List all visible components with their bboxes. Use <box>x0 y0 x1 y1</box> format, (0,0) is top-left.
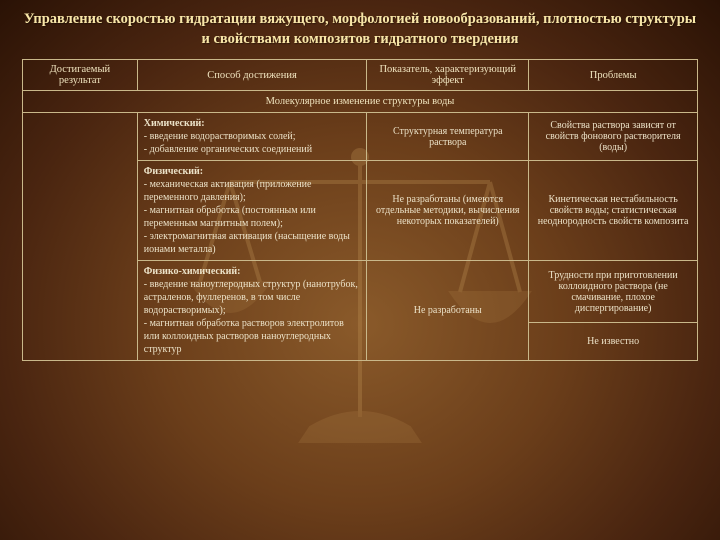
problems-cell: Свойства раствора зависят от свойств фон… <box>529 113 698 161</box>
indicator-cell: Не разработаны (имеются отдельные методи… <box>367 161 529 261</box>
problems-cell: Не известно <box>529 323 698 361</box>
section-label: Молекулярное изменение структуры воды <box>23 91 698 113</box>
col-indicator: Показатель, характеризующий эффект <box>367 60 529 91</box>
col-problems: Проблемы <box>529 60 698 91</box>
section-row: Молекулярное изменение структуры воды <box>23 91 698 113</box>
col-method: Способ достижения <box>137 60 367 91</box>
indicator-cell: Не разработаны <box>367 261 529 361</box>
method-body: - введение наноуглеродных структур (нано… <box>144 279 358 355</box>
methods-table: Достигаемый результат Способ достижения … <box>22 59 698 361</box>
method-body: - механическая активация (приложение пер… <box>144 179 350 255</box>
result-cell <box>23 113 138 361</box>
slide-content: Управление скоростью гидратации вяжущего… <box>0 0 720 361</box>
col-result: Достигаемый результат <box>23 60 138 91</box>
method-title: Химический: <box>144 118 205 129</box>
table-header: Достигаемый результат Способ достижения … <box>23 60 698 91</box>
problems-cell: Кинетическая нестабильность свойств воды… <box>529 161 698 261</box>
method-cell: Физико-химический: - введение наноуглеро… <box>137 261 367 361</box>
indicator-cell: Структурная температура раствора <box>367 113 529 161</box>
method-title: Физико-химический: <box>144 266 241 277</box>
method-cell: Химический: - введение водорастворимых с… <box>137 113 367 161</box>
slide-title: Управление скоростью гидратации вяжущего… <box>22 10 698 49</box>
method-title: Физический: <box>144 166 203 177</box>
problems-cell: Трудности при приготовлении коллоидного … <box>529 261 698 323</box>
method-cell: Физический: - механическая активация (пр… <box>137 161 367 261</box>
table-row: Химический: - введение водорастворимых с… <box>23 113 698 161</box>
method-body: - введение водорастворимых солей;- добав… <box>144 131 312 155</box>
